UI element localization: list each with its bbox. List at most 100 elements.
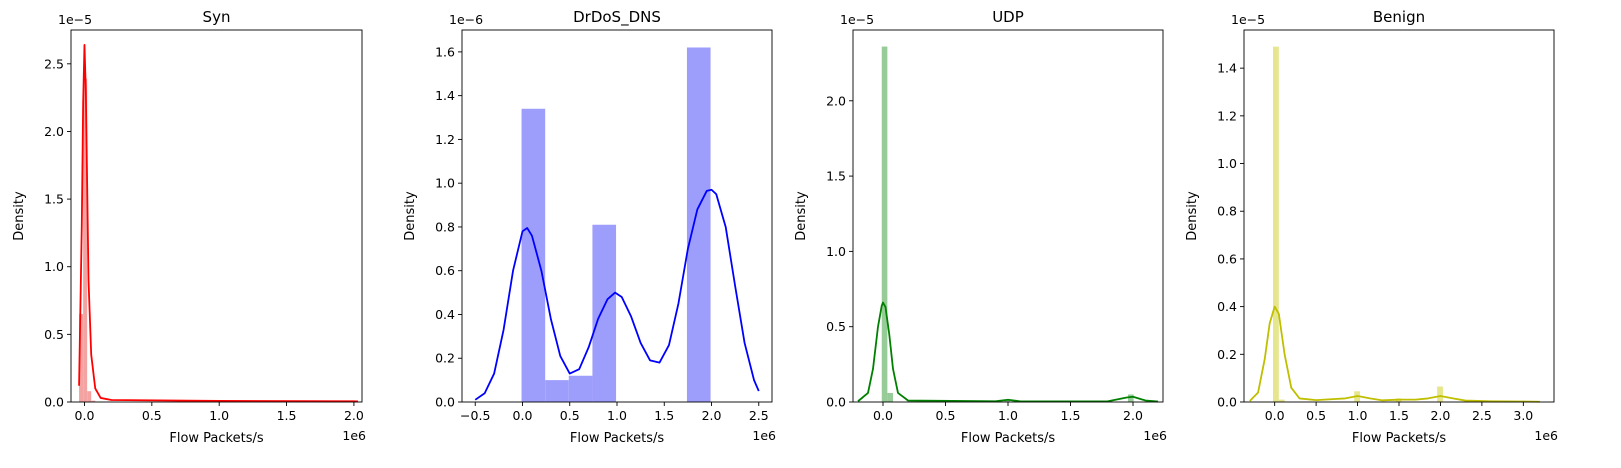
y-tick-label: 0.6	[1217, 251, 1237, 266]
y-offset-label: 1e−5	[58, 12, 92, 27]
histogram-bar	[87, 391, 92, 402]
histogram-bar	[881, 46, 888, 402]
histogram-bar	[887, 392, 893, 402]
x-tick-label: 0.0	[1265, 408, 1285, 423]
y-tick-label: 1.5	[44, 192, 64, 207]
histogram-bar	[592, 224, 617, 402]
x-tick-label: 2.0	[344, 408, 364, 423]
y-tick-label: 1.4	[435, 88, 455, 103]
chart-panel-4: 0.0 0.5 1.0 1.5 2.0 2.5 3.0 0.0 0.2 0.4 0.6 0.8 1.0 1…	[1185, 8, 1558, 446]
x-axis-label: Flow Packets/s	[570, 431, 664, 446]
y-tick-label: 1.2	[435, 132, 455, 147]
y-tick-label: 0.0	[44, 395, 64, 410]
x-tick-label: 0.0	[513, 408, 533, 423]
y-tick-label: 0.5	[44, 327, 64, 342]
y-tick-label: 0.4	[1217, 299, 1237, 314]
y-tick-label: 1.0	[826, 244, 846, 259]
y-tick-label: 1.0	[435, 176, 455, 191]
x-axis-label: Flow Packets/s	[169, 431, 263, 446]
y-tick-label: 2.5	[44, 56, 64, 71]
x-tick-label: 2.5	[1472, 408, 1492, 423]
x-offset-label: 1e6	[342, 428, 366, 443]
y-tick-label: 0.5	[826, 319, 846, 334]
histogram-bar	[545, 380, 569, 402]
plot-frame	[70, 29, 363, 403]
y-axis-label: Density	[12, 191, 27, 241]
histogram-bar	[1437, 386, 1443, 402]
y-offset-label: 1e−6	[449, 12, 483, 27]
chart-panel-1: 0.0 0.5 1.0 1.5 2.0 0.0 0.5 1.0 1.5 2.0 2.5 Syn Flow…	[12, 8, 366, 446]
x-offset-label: 1e6	[1534, 428, 1558, 443]
histogram-bar	[1004, 400, 1010, 402]
y-offset-label: 1e−5	[1231, 12, 1265, 27]
y-tick-label: 0.0	[1217, 395, 1237, 410]
plot-frame	[461, 29, 773, 403]
x-tick-label: 0.5	[1306, 408, 1326, 423]
chart-panel-2: −0.5 0.0 0.5 1.0 1.5 2.0 2.5 0.0 0.2 0.4 0.6 0.8 1.0…	[403, 8, 776, 446]
histogram-bar	[83, 78, 88, 402]
x-tick-label: 1.5	[277, 408, 297, 423]
x-tick-label: 1.0	[607, 408, 627, 423]
histogram-bar	[1278, 399, 1285, 402]
x-tick-label: 1.0	[998, 408, 1018, 423]
x-tick-label: 2.5	[749, 408, 769, 423]
x-tick-label: 2.0	[1430, 408, 1450, 423]
y-tick-label: 0.6	[435, 263, 455, 278]
y-tick-label: 1.2	[1217, 108, 1237, 123]
kde-line	[78, 43, 358, 403]
x-tick-label: 3.0	[1513, 408, 1533, 423]
plot-frame	[852, 29, 1164, 403]
y-axis-label: Density	[794, 191, 809, 241]
histogram-bar	[521, 108, 546, 402]
histogram-bar	[686, 47, 711, 402]
chart-title: UDP	[992, 8, 1024, 26]
chart-title: Syn	[203, 8, 231, 26]
y-axis-label: Density	[403, 191, 418, 241]
x-offset-label: 1e6	[1143, 428, 1167, 443]
x-tick-label: 0.5	[936, 408, 956, 423]
y-tick-label: 0.0	[826, 395, 846, 410]
y-tick-label: 1.4	[1217, 61, 1237, 76]
x-tick-label: 1.0	[1348, 408, 1368, 423]
kde-line	[857, 301, 1159, 403]
histogram-bar	[1128, 394, 1134, 402]
x-tick-label: 0.0	[75, 408, 95, 423]
y-axis-label: Density	[1185, 191, 1200, 241]
x-tick-label: 2.0	[702, 408, 722, 423]
x-tick-label: 0.0	[873, 408, 893, 423]
x-tick-label: 2.0	[1123, 408, 1143, 423]
x-tick-label: 1.5	[1389, 408, 1409, 423]
x-tick-label: −0.5	[460, 408, 490, 423]
x-tick-label: 1.0	[209, 408, 229, 423]
y-tick-label: 0.8	[1217, 204, 1237, 219]
y-offset-label: 1e−5	[840, 12, 874, 27]
y-tick-label: 2.0	[44, 124, 64, 139]
histogram-bar	[91, 400, 96, 402]
chart-title: Benign	[1373, 8, 1425, 26]
chart-title: DrDoS_DNS	[573, 8, 661, 27]
y-tick-label: 0.2	[1217, 347, 1237, 362]
x-offset-label: 1e6	[752, 428, 776, 443]
histogram-bar	[568, 375, 593, 402]
x-axis-label: Flow Packets/s	[961, 431, 1055, 446]
y-tick-label: 1.0	[1217, 156, 1237, 171]
chart-panel-3: 0.0 0.5 1.0 1.5 2.0 0.0 0.5 1.0 1.5 2.0 UDP Flow Pa…	[794, 8, 1167, 446]
plot-frame	[1243, 29, 1555, 403]
kde-line	[1249, 305, 1540, 403]
y-tick-label: 1.5	[826, 169, 846, 184]
y-tick-label: 1.6	[435, 44, 455, 59]
x-tick-label: 0.5	[142, 408, 162, 423]
y-tick-label: 0.0	[435, 395, 455, 410]
y-tick-label: 2.0	[826, 93, 846, 108]
x-tick-label: 1.5	[1061, 408, 1081, 423]
y-tick-label: 0.4	[435, 307, 455, 322]
kde-line	[474, 188, 760, 401]
y-tick-label: 0.2	[435, 351, 455, 366]
x-axis-label: Flow Packets/s	[1352, 431, 1446, 446]
x-tick-label: 0.5	[560, 408, 580, 423]
histogram-bar	[1273, 46, 1279, 402]
x-tick-label: 1.5	[654, 408, 674, 423]
y-tick-label: 1.0	[44, 259, 64, 274]
y-tick-label: 0.8	[435, 219, 455, 234]
